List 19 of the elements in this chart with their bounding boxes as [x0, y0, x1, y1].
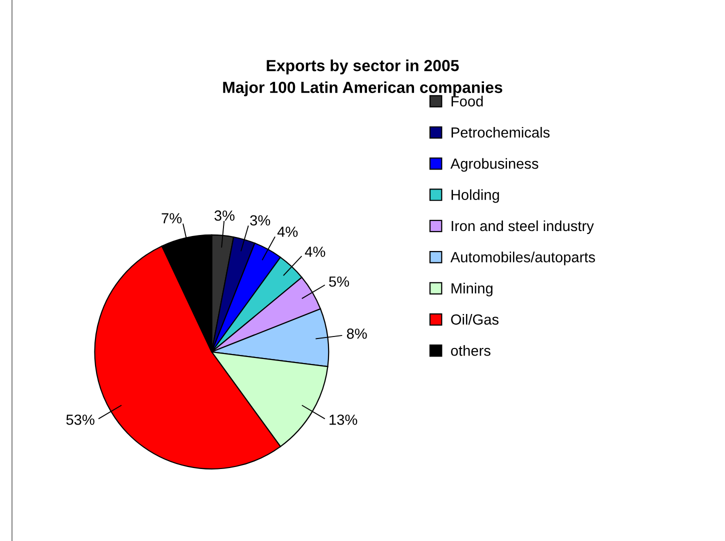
legend-label: Agrobusiness [450, 158, 538, 172]
data-label: 4% [277, 226, 298, 237]
data-label: 53% [66, 414, 94, 425]
data-label: 7% [162, 213, 182, 224]
legend-label: Mining [452, 282, 492, 296]
data-label: 5% [329, 276, 350, 287]
data-label: 13% [330, 414, 358, 425]
data-label: 4% [304, 246, 326, 257]
legend-label: Automobiles/autoparts [450, 252, 595, 266]
legend-label: Petrochemicals [452, 126, 550, 138]
legend-label: Oil/Gas [451, 314, 499, 325]
legend-label: others [451, 345, 490, 356]
data-label: 3% [214, 210, 234, 221]
legend-label: Iron and steel industry [452, 220, 594, 234]
legend-label: Holding [452, 189, 499, 203]
data-label: 8% [346, 328, 367, 339]
data-label: 3% [250, 215, 270, 226]
legend-label: Food [452, 96, 483, 106]
chart-title: Exports by sector in 2005 Major 100 Latin American companies [223, 60, 502, 96]
